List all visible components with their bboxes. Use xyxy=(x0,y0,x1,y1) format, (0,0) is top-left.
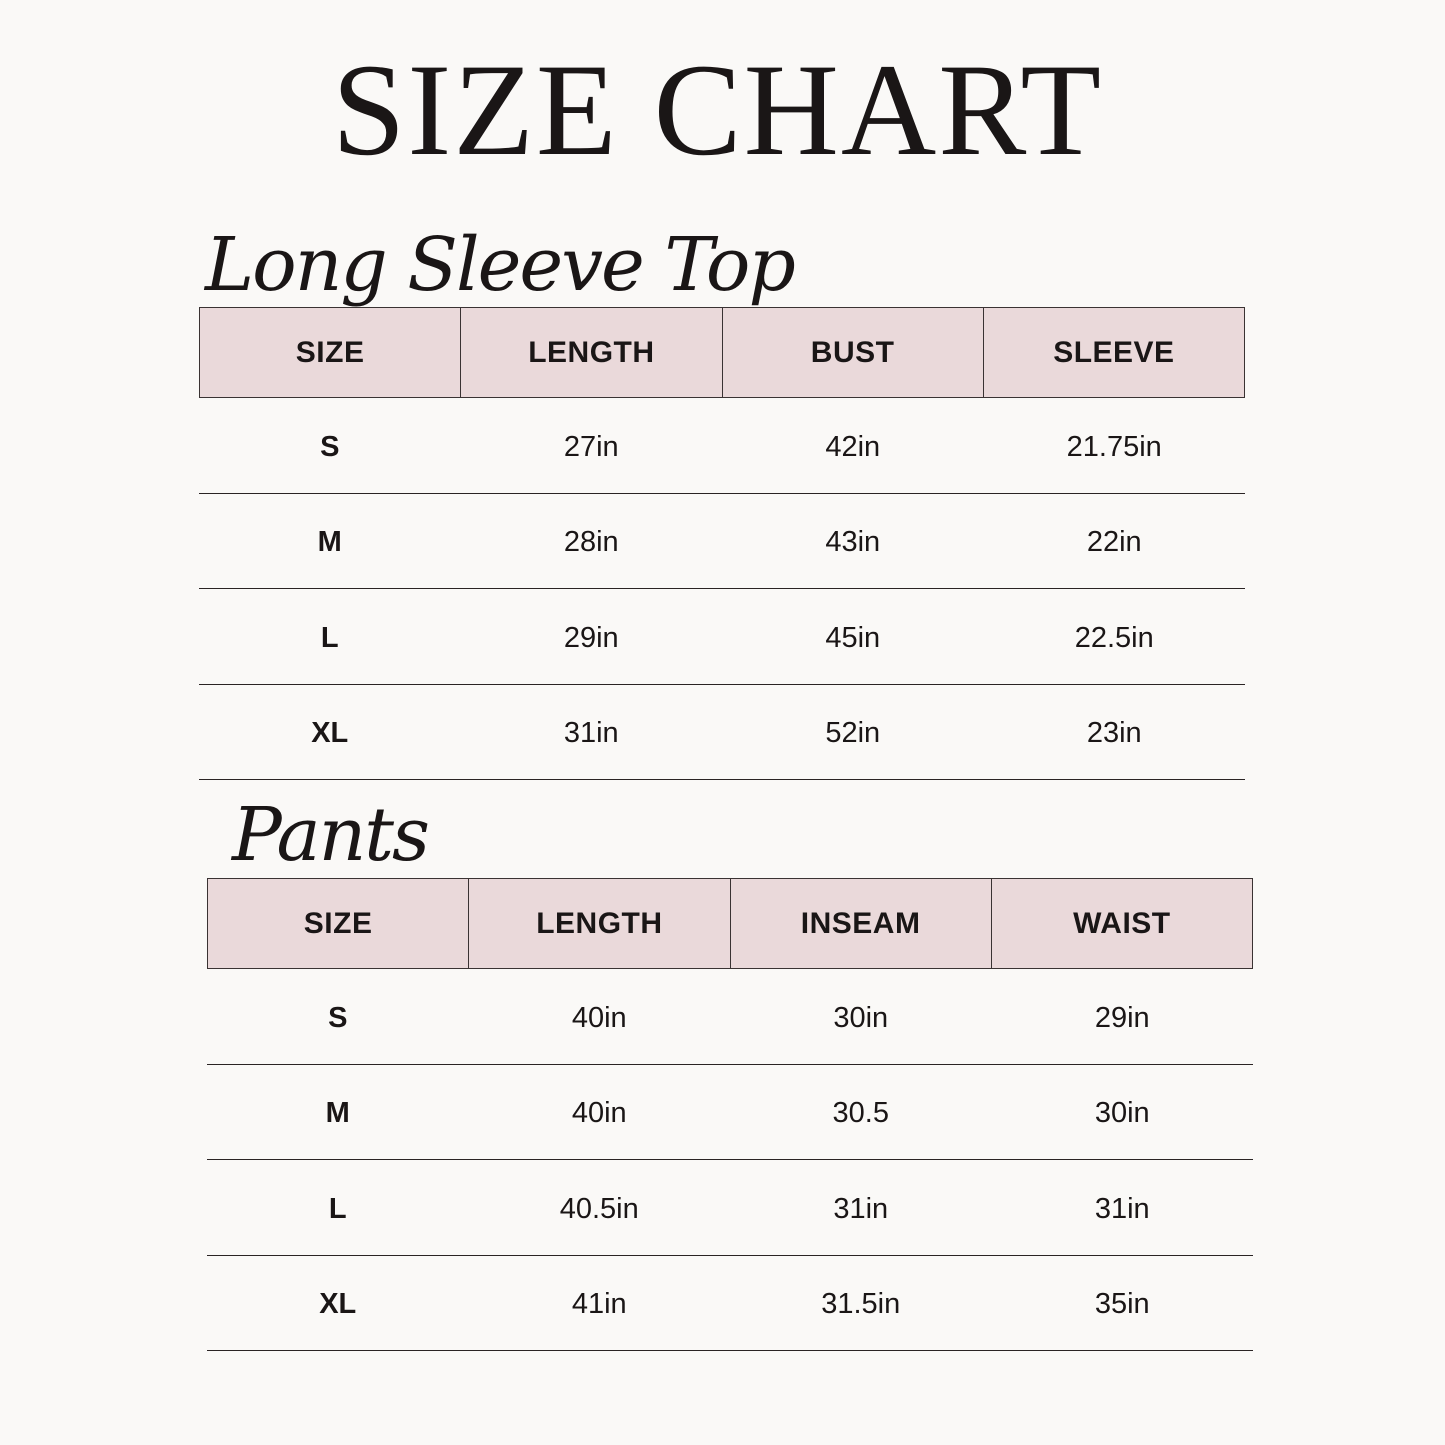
table-header: SIZE LENGTH INSEAM WAIST xyxy=(207,878,1253,969)
measurement-cell: 52in xyxy=(825,717,881,750)
table-row: L 40.5in 31in 31in xyxy=(207,1160,1253,1256)
table-row: L 29in 45in 22.5in xyxy=(199,589,1245,685)
section-heading-long-sleeve-top: Long Sleeve Top xyxy=(205,222,796,308)
size-cell: M xyxy=(317,526,342,559)
column-header: LENGTH xyxy=(460,308,721,397)
size-cell: XL xyxy=(311,717,349,750)
column-header: SIZE xyxy=(303,906,373,940)
size-table-long-sleeve-top: SIZE LENGTH BUST SLEEVE S 27in 42in 21.75in M 28i… xyxy=(199,307,1245,780)
measurement-cell: 40.5in xyxy=(559,1192,639,1225)
measurement-cell: 35in xyxy=(1094,1288,1150,1321)
measurement-cell: 43in xyxy=(825,526,881,559)
table-row: S 40in 30in 29in xyxy=(207,969,1253,1065)
column-header: SLEEVE xyxy=(982,308,1244,397)
measurement-cell: 31in xyxy=(833,1192,889,1225)
measurement-cell: 30.5 xyxy=(832,1097,889,1130)
measurement-cell: 31in xyxy=(1094,1192,1150,1225)
column-header: WAIST xyxy=(990,879,1252,968)
table-row: XL 41in 31.5in 35in xyxy=(207,1256,1253,1351)
table-row: S 27in 42in 21.75in xyxy=(199,398,1245,494)
size-cell: S xyxy=(328,1001,348,1034)
measurement-cell: 40in xyxy=(571,1097,627,1130)
size-cell: L xyxy=(328,1192,347,1225)
measurement-cell: 45in xyxy=(825,621,881,654)
measurement-cell: 30in xyxy=(833,1001,889,1034)
measurement-cell: 22.5in xyxy=(1074,621,1154,654)
measurement-cell: 41in xyxy=(571,1288,627,1321)
page-title: SIZE CHART xyxy=(331,36,1104,183)
measurement-cell: 23in xyxy=(1086,717,1142,750)
measurement-cell: 22in xyxy=(1086,526,1142,559)
column-header: SIZE xyxy=(295,335,365,369)
table-header: SIZE LENGTH BUST SLEEVE xyxy=(199,307,1245,398)
column-header: BUST xyxy=(721,308,983,397)
size-cell: L xyxy=(320,621,339,654)
table-row: M 40in 30.5 30in xyxy=(207,1065,1253,1160)
measurement-cell: 40in xyxy=(571,1001,627,1034)
size-cell: S xyxy=(320,430,340,463)
measurement-cell: 30in xyxy=(1094,1097,1150,1130)
measurement-cell: 29in xyxy=(1094,1001,1150,1034)
measurement-cell: 27in xyxy=(563,430,619,463)
column-header: INSEAM xyxy=(729,879,991,968)
size-cell: M xyxy=(325,1097,350,1130)
size-cell: XL xyxy=(319,1288,357,1321)
table-row: XL 31in 52in 23in xyxy=(199,685,1245,780)
measurement-cell: 31in xyxy=(563,717,619,750)
measurement-cell: 21.75in xyxy=(1066,430,1162,463)
measurement-cell: 31.5in xyxy=(821,1288,901,1321)
table-row: M 28in 43in 22in xyxy=(199,494,1245,589)
measurement-cell: 29in xyxy=(563,621,619,654)
measurement-cell: 28in xyxy=(563,526,619,559)
column-header: LENGTH xyxy=(468,879,729,968)
section-heading-pants: Pants xyxy=(232,792,430,878)
size-table-pants: SIZE LENGTH INSEAM WAIST S 40in 30in 29in M 40in 3… xyxy=(207,878,1253,1351)
measurement-cell: 42in xyxy=(825,430,881,463)
